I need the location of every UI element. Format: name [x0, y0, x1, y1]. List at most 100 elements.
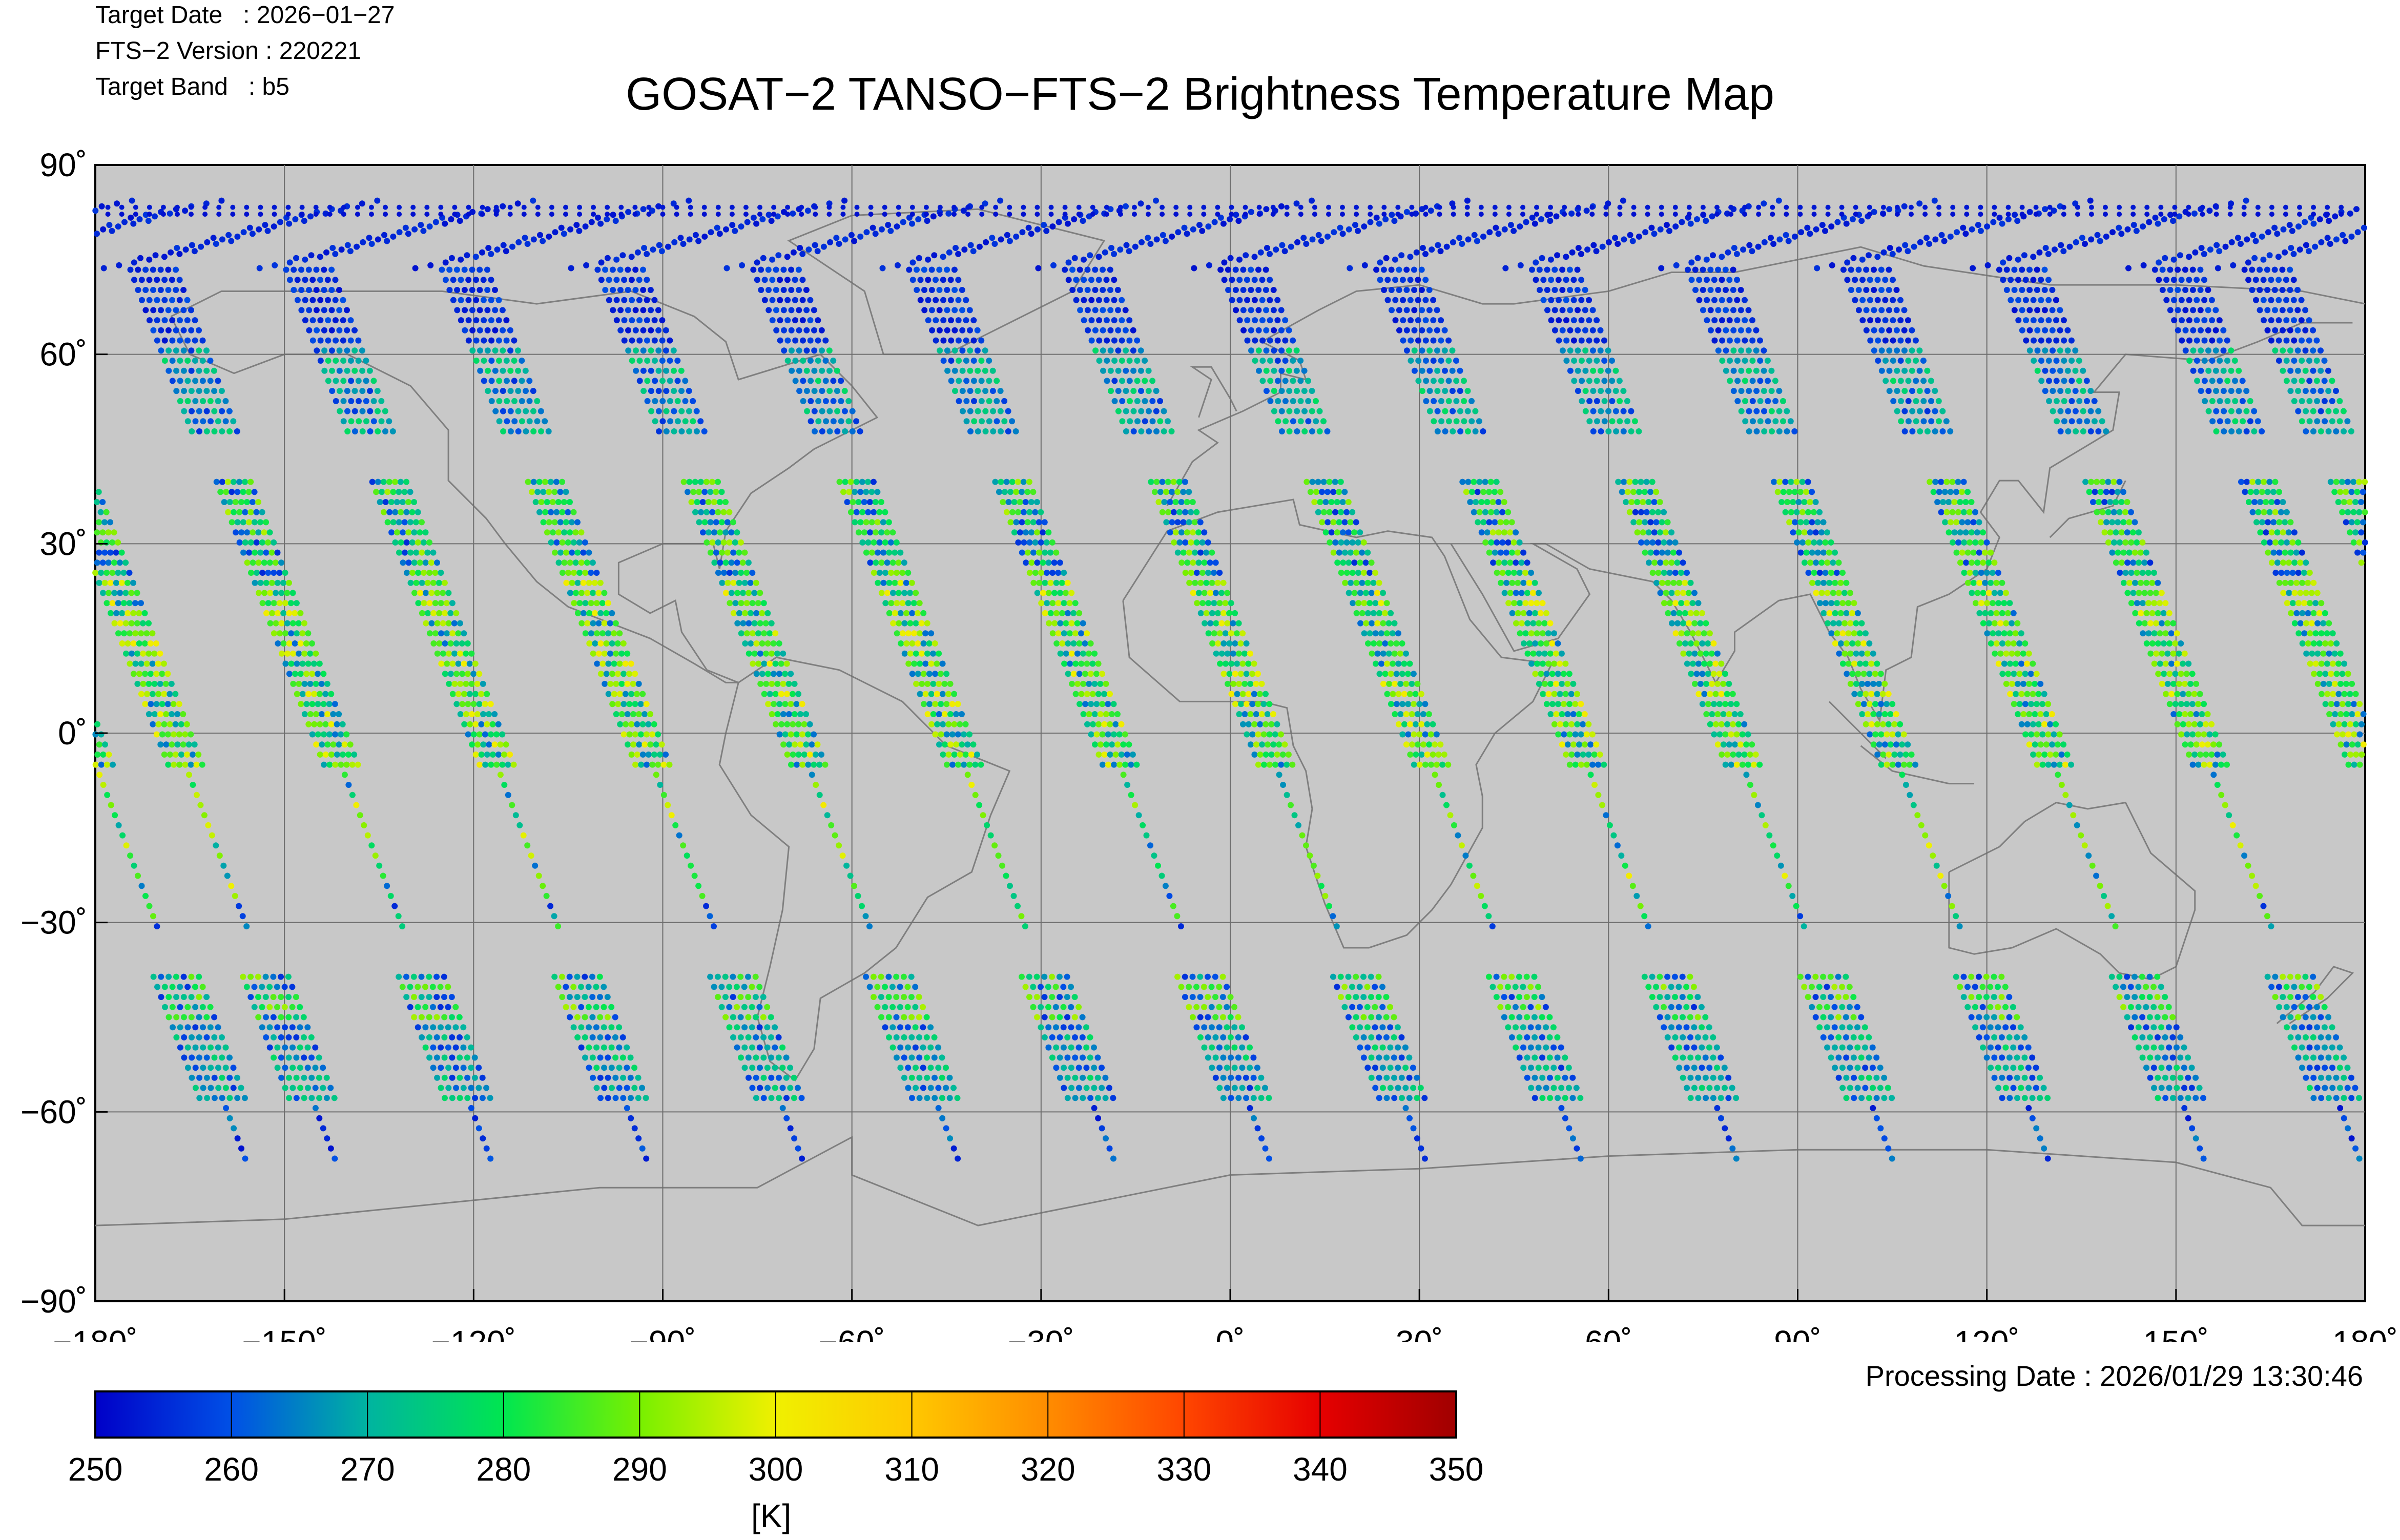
- observation-point: [734, 529, 740, 536]
- observation-point: [1295, 822, 1301, 828]
- observation-point: [916, 255, 922, 261]
- observation-point: [1148, 478, 1154, 485]
- observation-point: [1630, 489, 1637, 495]
- observation-point: [398, 478, 404, 485]
- observation-point: [1527, 1004, 1534, 1010]
- observation-point: [461, 630, 467, 637]
- observation-point: [161, 751, 168, 758]
- observation-point: [184, 297, 191, 303]
- observation-point: [293, 994, 299, 1001]
- observation-point: [612, 218, 619, 224]
- observation-point: [1536, 266, 1543, 273]
- observation-point: [1357, 529, 1363, 536]
- observation-point: [1190, 226, 1196, 233]
- observation-point: [276, 600, 283, 607]
- observation-point: [1087, 640, 1094, 647]
- observation-point: [734, 559, 740, 566]
- observation-point: [415, 984, 421, 990]
- observation-point: [1025, 224, 1032, 231]
- observation-point: [487, 1155, 494, 1162]
- observation-point: [1327, 539, 1333, 546]
- observation-point: [242, 539, 249, 546]
- observation-point: [394, 529, 401, 536]
- observation-point: [912, 1044, 919, 1051]
- observation-point: [967, 347, 974, 354]
- observation-point: [523, 428, 529, 434]
- observation-point: [1219, 994, 1226, 1001]
- observation-point: [819, 428, 825, 434]
- observation-point: [1586, 398, 1593, 404]
- observation-point: [1087, 1054, 1093, 1061]
- observation-point: [625, 287, 631, 293]
- observation-point: [1110, 1155, 1116, 1162]
- observation-point: [1338, 570, 1344, 576]
- observation-point: [340, 378, 347, 384]
- coastline: [1166, 246, 2366, 507]
- observation-point: [303, 671, 310, 677]
- observation-point: [1182, 539, 1189, 546]
- observation-point: [597, 1014, 604, 1021]
- observation-point: [966, 731, 973, 738]
- observation-point: [1398, 252, 1405, 259]
- observation-point: [211, 367, 217, 374]
- observation-point: [278, 994, 284, 1001]
- observation-point: [240, 519, 246, 526]
- observation-point: [355, 358, 362, 364]
- observation-point: [625, 327, 631, 334]
- observation-point: [2294, 327, 2301, 334]
- observation-point: [2356, 509, 2363, 515]
- observation-point: [363, 398, 369, 404]
- observation-point: [982, 200, 988, 207]
- observation-point: [726, 1024, 733, 1031]
- observation-point: [151, 650, 158, 657]
- observation-point: [1687, 1095, 1694, 1101]
- observation-point: [388, 499, 395, 505]
- observation-point: [1195, 559, 1202, 566]
- observation-point: [405, 499, 411, 505]
- observation-point: [282, 660, 289, 667]
- observation-point: [1240, 266, 1247, 273]
- observation-point: [1621, 478, 1627, 485]
- observation-point: [660, 792, 667, 798]
- observation-point: [1558, 1105, 1565, 1111]
- observation-point: [1395, 1085, 1401, 1091]
- observation-point: [1212, 994, 1218, 1001]
- observation-point: [1313, 489, 1319, 495]
- observation-point: [737, 1034, 744, 1040]
- observation-point: [788, 731, 794, 738]
- observation-point: [474, 711, 481, 717]
- observation-point: [1184, 231, 1190, 237]
- observation-point: [1535, 1065, 1542, 1071]
- observation-point: [484, 327, 491, 334]
- observation-point: [597, 1095, 604, 1101]
- observation-point: [1593, 741, 1600, 748]
- observation-point: [909, 220, 915, 227]
- observation-point: [318, 680, 325, 687]
- observation-point: [247, 539, 254, 546]
- observation-point: [582, 973, 588, 980]
- observation-point: [953, 245, 959, 251]
- observation-point: [582, 630, 589, 637]
- observation-point: [503, 741, 509, 748]
- observation-point: [285, 1074, 292, 1081]
- observation-point: [824, 812, 831, 819]
- observation-point: [1267, 378, 1274, 384]
- observation-point: [876, 570, 883, 576]
- observation-point: [650, 246, 656, 253]
- observation-point: [440, 650, 446, 657]
- observation-point: [271, 600, 277, 607]
- observation-point: [1532, 220, 1538, 227]
- observation-point: [540, 489, 547, 495]
- observation-point: [1138, 388, 1144, 394]
- observation-point: [959, 388, 966, 394]
- observation-point: [1609, 418, 1616, 425]
- observation-point: [1046, 620, 1052, 627]
- observation-point: [1106, 1145, 1113, 1152]
- observation-point: [1570, 680, 1577, 687]
- observation-point: [649, 761, 656, 768]
- observation-point: [1518, 590, 1525, 596]
- observation-point: [420, 539, 427, 546]
- observation-point: [686, 428, 693, 434]
- observation-point: [1178, 559, 1185, 566]
- observation-point: [309, 277, 316, 283]
